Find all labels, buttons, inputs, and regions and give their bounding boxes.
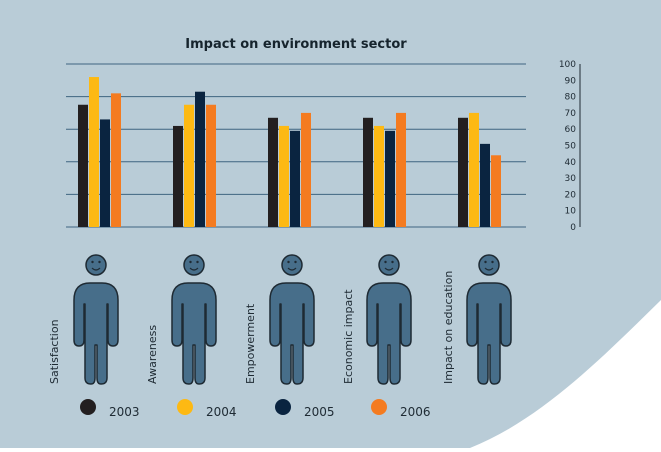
category-label: Economic impact bbox=[342, 289, 355, 384]
bar-2005-3 bbox=[385, 130, 395, 227]
person-icon bbox=[269, 254, 315, 385]
bar-2005-2 bbox=[290, 130, 300, 227]
y-tick-label: 90 bbox=[565, 76, 577, 86]
legend-label: 2005 bbox=[304, 405, 335, 419]
y-tick-label: 10 bbox=[565, 207, 577, 217]
legend: 2003 2004 2005 2006 bbox=[80, 399, 431, 419]
y-tick-label: 60 bbox=[565, 125, 577, 135]
category-label: Awareness bbox=[146, 325, 159, 384]
person-icon bbox=[171, 254, 217, 385]
bar-2004-3 bbox=[374, 125, 384, 227]
bar-2004-2 bbox=[279, 125, 289, 227]
bar-2003-1 bbox=[173, 125, 183, 227]
bar-2003-4 bbox=[458, 117, 468, 227]
bar-2003-2 bbox=[268, 117, 278, 227]
bar-2006-3 bbox=[396, 112, 406, 227]
legend-label: 2003 bbox=[109, 405, 140, 419]
person-icon bbox=[366, 254, 412, 385]
legend-marker-2005 bbox=[275, 399, 291, 415]
y-tick-label: 20 bbox=[565, 190, 577, 200]
bar-2006-4 bbox=[491, 155, 501, 227]
bar-2006-0 bbox=[111, 93, 121, 227]
bar-2005-0 bbox=[100, 119, 110, 227]
y-tick-label: 50 bbox=[565, 142, 577, 152]
bar-2004-0 bbox=[89, 77, 99, 227]
y-axis: 0 10 20 30 40 50 60 70 80 90 100 bbox=[559, 60, 581, 233]
bar-2005-1 bbox=[195, 91, 205, 228]
y-tick-label: 70 bbox=[565, 109, 577, 119]
legend-marker-2006 bbox=[371, 399, 387, 415]
bar-2005-4 bbox=[480, 143, 490, 227]
legend-label: 2004 bbox=[206, 405, 237, 419]
bar-2003-3 bbox=[363, 117, 373, 227]
bar-2006-1 bbox=[206, 104, 216, 227]
bar-2003-0 bbox=[78, 104, 88, 227]
legend-label: 2006 bbox=[400, 405, 431, 419]
bar-2006-2 bbox=[301, 112, 311, 227]
person-icon bbox=[466, 254, 512, 385]
category-label: Impact on education bbox=[442, 271, 455, 384]
bar-2004-1 bbox=[184, 104, 194, 227]
category-label: Empowerment bbox=[244, 303, 257, 384]
legend-marker-2004 bbox=[177, 399, 193, 415]
y-tick-label: 40 bbox=[565, 158, 577, 168]
bar-2004-4 bbox=[469, 112, 479, 227]
bars bbox=[78, 77, 501, 228]
legend-marker-2003 bbox=[80, 399, 96, 415]
y-tick-label: 100 bbox=[559, 60, 576, 70]
y-tick-label: 0 bbox=[570, 223, 576, 233]
person-icon bbox=[73, 254, 119, 385]
category-label: Satisfaction bbox=[48, 319, 61, 384]
category-figures: Satisfaction Awareness Empowerment Economic… bbox=[48, 254, 512, 385]
y-tick-label: 80 bbox=[565, 93, 577, 103]
y-tick-label: 30 bbox=[565, 174, 577, 184]
chart-title: Impact on environment sector bbox=[185, 37, 407, 52]
